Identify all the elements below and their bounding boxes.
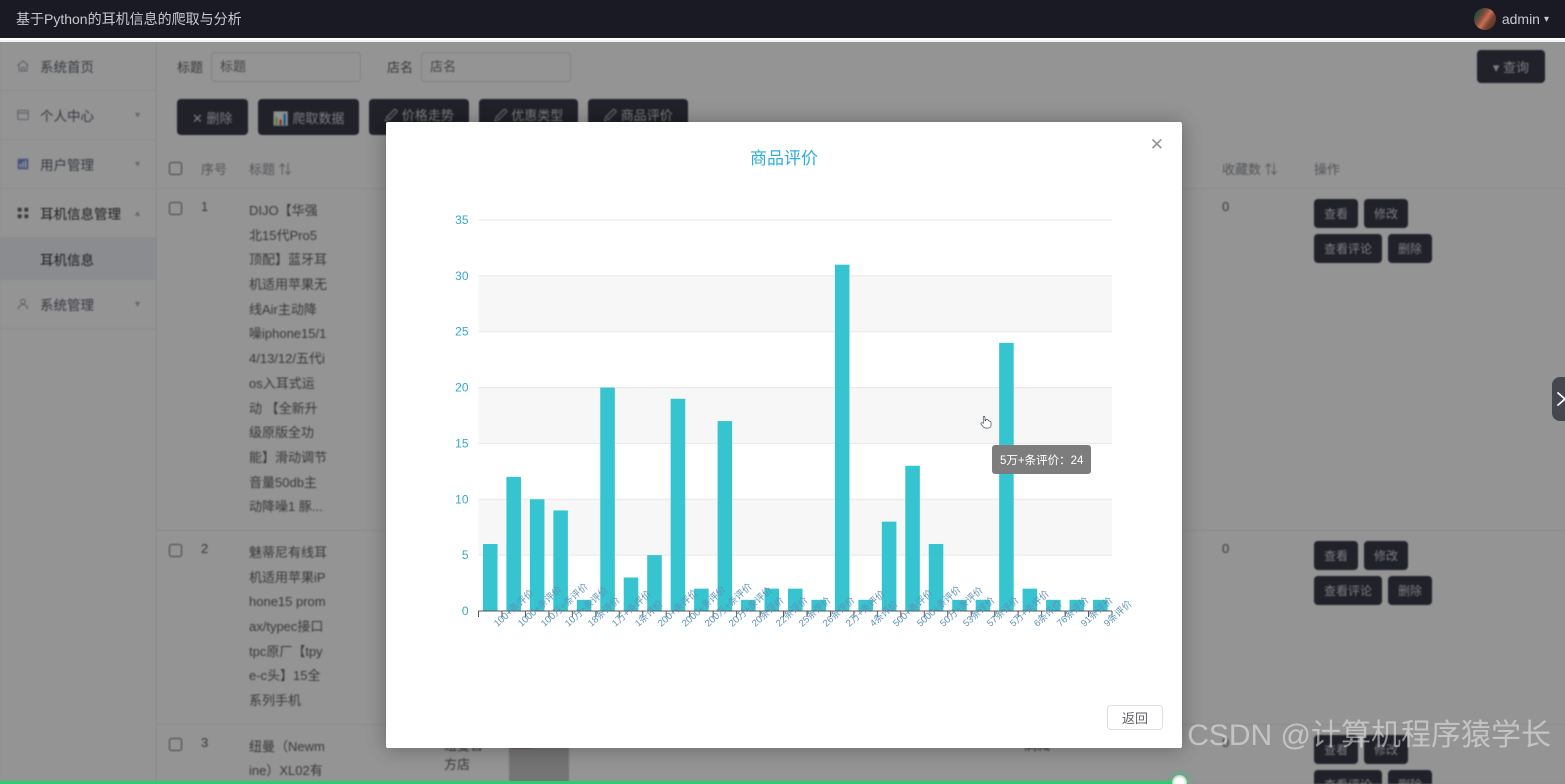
svg-text:10: 10 [455, 492, 469, 506]
svg-text:30: 30 [455, 269, 469, 283]
svg-text:25: 25 [455, 325, 469, 339]
svg-text:5: 5 [462, 548, 469, 562]
svg-text:35: 35 [455, 213, 469, 227]
svg-text:15: 15 [455, 436, 469, 450]
svg-text:0: 0 [462, 604, 469, 618]
svg-text:20: 20 [455, 381, 469, 395]
